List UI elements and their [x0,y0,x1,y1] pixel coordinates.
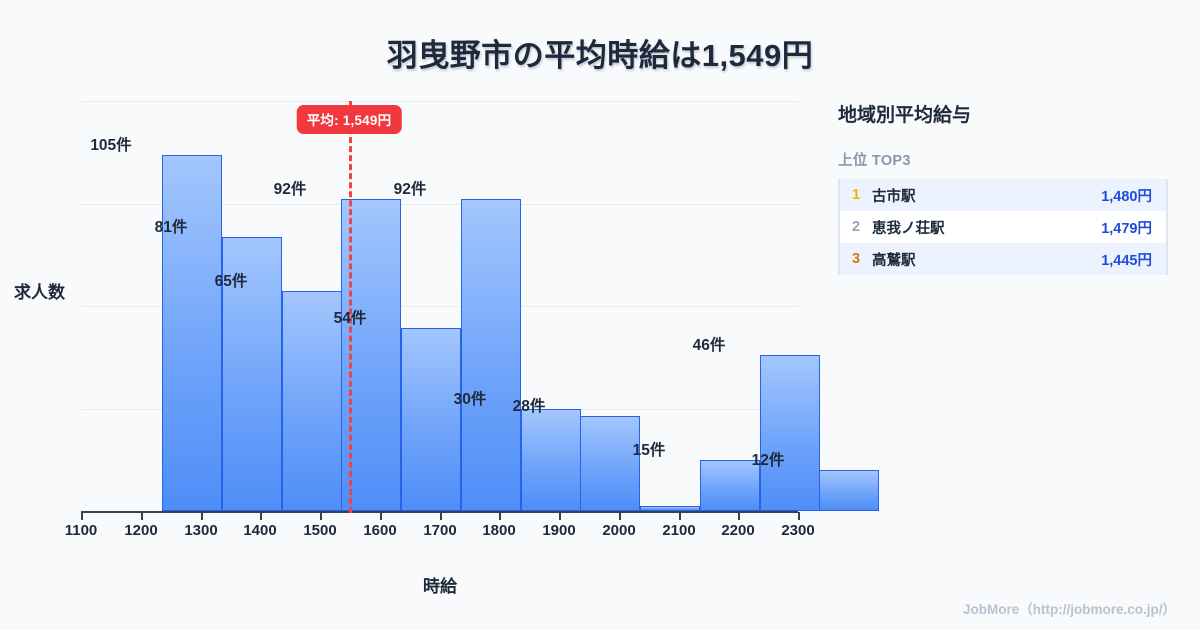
rank-number: 1 [852,187,861,203]
rank-wage-value: 1,480円 [1101,188,1152,205]
bar-value-label: 81件 [154,219,188,236]
rank-wage-value: 1,445円 [1101,252,1152,269]
histogram-bar[interactable] [819,470,879,511]
histogram-bar[interactable] [760,355,820,511]
rank-row[interactable]: 2 恵我ノ荘駅 1,479円 [840,211,1166,243]
x-axis-title: 時給 [423,577,457,596]
sidebar-subtitle: 上位 TOP3 [838,153,911,169]
histogram-bar[interactable] [162,155,222,511]
x-axis-tick [619,512,621,520]
x-axis-tick [320,512,322,520]
x-axis-line [81,511,798,513]
average-badge: 平均: 1,549円 [296,105,402,134]
rank-wage-value: 1,479円 [1101,220,1152,237]
gridline [81,101,798,102]
x-axis-tick-label: 1400 [243,522,277,539]
x-axis-tick [380,512,382,520]
histogram-chart: 求人数 時給 平均: 1,549円 105件 81件 65件 92件 54件 92件 30件… [14,101,879,596]
x-axis-tick-label: 1500 [303,522,337,539]
x-axis-tick-label: 1600 [363,522,397,539]
x-axis-tick-label: 1800 [482,522,516,539]
gridline [81,306,798,307]
x-axis-tick-label: 1700 [423,522,457,539]
x-axis-tick [738,512,740,520]
histogram-bar[interactable] [222,237,282,511]
x-axis-tick-label: 1900 [542,522,576,539]
rank-row[interactable]: 1 古市駅 1,480円 [840,179,1166,211]
x-axis-tick [559,512,561,520]
sidebar-title: 地域別平均給与 [838,105,972,126]
histogram-bar[interactable] [580,416,640,511]
x-axis-tick [679,512,681,520]
histogram-bar[interactable] [401,328,461,511]
x-axis-tick [260,512,262,520]
average-line [349,101,352,513]
rank-station-name: 古市駅 [872,188,916,205]
x-axis-tick-label: 2300 [781,522,815,539]
page-title: 羽曳野市の平均時給は1,549円 [386,38,814,73]
bar-value-label: 46件 [692,337,726,354]
rank-number: 3 [852,251,861,267]
bar-value-label: 65件 [214,273,248,290]
histogram-bar[interactable] [521,409,581,511]
x-axis-tick-label: 2200 [721,522,755,539]
bar-value-label: 105件 [90,137,132,154]
histogram-bar[interactable] [282,291,342,511]
histogram-bar[interactable] [640,506,700,511]
gridline [81,204,798,205]
bar-value-label: 30件 [453,391,487,408]
rank-row[interactable]: 3 高鷲駅 1,445円 [840,243,1166,275]
x-axis-tick-label: 2100 [662,522,696,539]
y-axis-title: 求人数 [14,283,65,302]
x-axis-tick [798,512,800,520]
rank-number: 2 [852,219,861,235]
rank-station-name: 高鷲駅 [872,252,916,269]
x-axis-tick [440,512,442,520]
bar-value-label: 54件 [333,310,367,327]
bar-value-label: 92件 [393,181,427,198]
bar-value-label: 12件 [751,452,785,469]
x-axis-tick [141,512,143,520]
histogram-bar[interactable] [461,199,521,511]
bar-value-label: 15件 [632,442,666,459]
x-axis-tick-label: 1300 [184,522,218,539]
rank-station-name: 恵我ノ荘駅 [872,220,945,237]
x-axis-tick [499,512,501,520]
x-axis-tick [201,512,203,520]
x-axis-tick [81,512,83,520]
footer-credit: JobMore（http://jobmore.co.jp/） [963,602,1176,617]
bar-value-label: 92件 [273,181,307,198]
histogram-bar[interactable] [700,460,760,511]
bar-value-label: 28件 [512,398,546,415]
x-axis-tick-label: 1100 [64,522,98,539]
plot-area [81,101,879,512]
x-axis-tick-label: 2000 [602,522,636,539]
region-average-panel: 地域別平均給与 上位 TOP3 1 古市駅 1,480円 2 恵我ノ荘駅 1,479円 3 高… [838,100,1168,275]
rank-list: 1 古市駅 1,480円 2 恵我ノ荘駅 1,479円 3 高鷲駅 1,445円 [838,179,1168,275]
x-axis-tick-label: 1200 [124,522,158,539]
